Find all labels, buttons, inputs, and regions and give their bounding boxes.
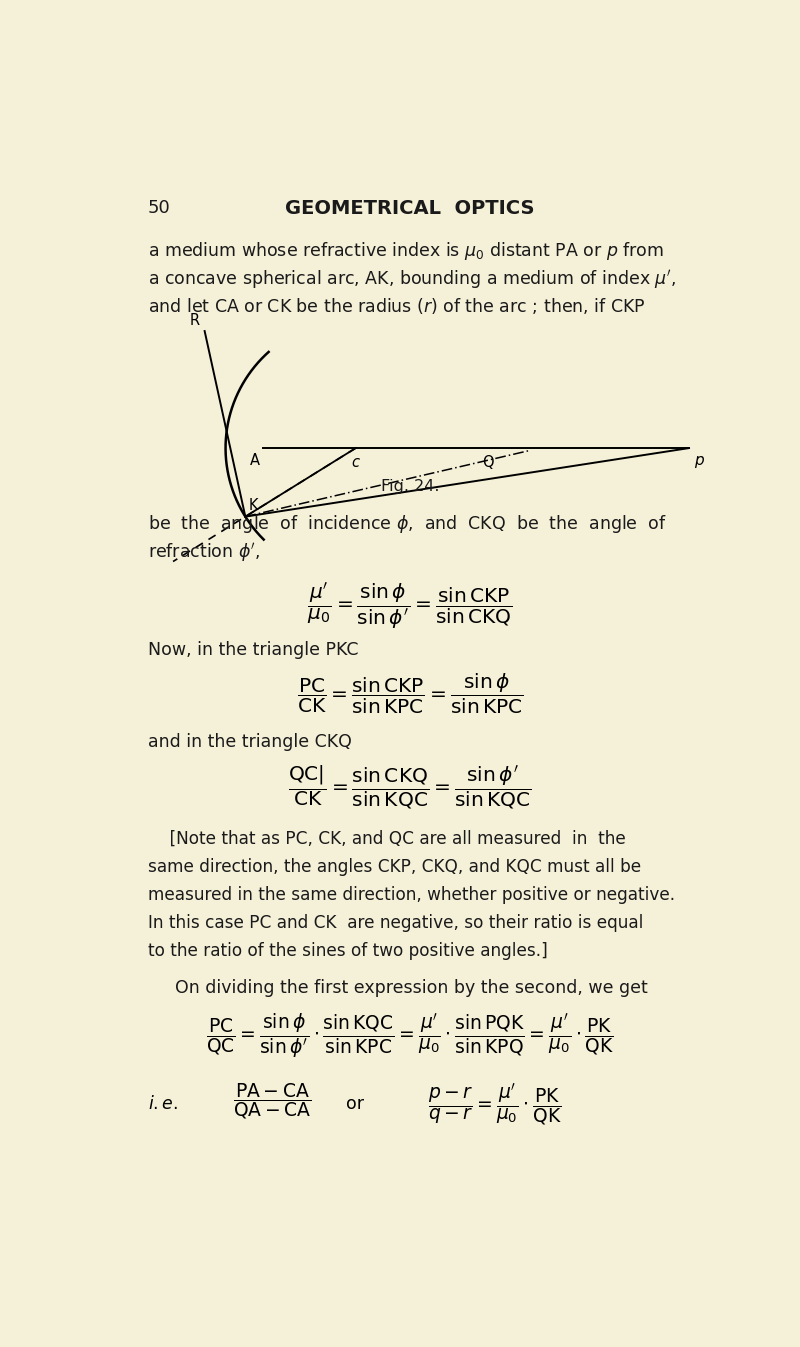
Text: and let CA or CK be the radius ($r$) of the arc ; then, if CKP: and let CA or CK be the radius ($r$) of …	[148, 296, 646, 317]
Text: 50: 50	[148, 198, 171, 217]
Text: or: or	[346, 1095, 365, 1113]
Text: be  the  angle  of  incidence $\phi$,  and  CKQ  be  the  angle  of: be the angle of incidence $\phi$, and CK…	[148, 513, 666, 535]
Text: [Note that as PC, CK, and QC are all measured  in  the: [Note that as PC, CK, and QC are all mea…	[148, 830, 626, 849]
Text: refraction $\phi'$,: refraction $\phi'$,	[148, 541, 261, 564]
Text: $\dfrac{\mathrm{PC}}{\mathrm{CK}} = \dfrac{\sin \mathrm{CKP}}{\sin \mathrm{KPC}}: $\dfrac{\mathrm{PC}}{\mathrm{CK}} = \dfr…	[297, 671, 523, 715]
Text: $\dfrac{\mu'}{\mu_0} = \dfrac{\sin \phi}{\sin \phi'} = \dfrac{\sin \mathrm{CKP}}: $\dfrac{\mu'}{\mu_0} = \dfrac{\sin \phi}…	[307, 581, 513, 630]
Text: $\dfrac{\mathrm{PA} - \mathrm{CA}}{\mathrm{QA} - \mathrm{CA}}$: $\dfrac{\mathrm{PA} - \mathrm{CA}}{\math…	[233, 1082, 311, 1121]
Text: Now, in the triangle PKC: Now, in the triangle PKC	[148, 641, 358, 659]
Text: R: R	[190, 313, 200, 327]
Text: same direction, the angles CKP, CKQ, and KQC must all be: same direction, the angles CKP, CKQ, and…	[148, 858, 641, 876]
Text: $i.e.$: $i.e.$	[148, 1095, 178, 1113]
Text: a concave spherical arc, AK, bounding a medium of index $\mu'$,: a concave spherical arc, AK, bounding a …	[148, 268, 677, 291]
Text: Q: Q	[482, 455, 494, 470]
Text: p: p	[694, 453, 703, 467]
Text: K: K	[249, 498, 258, 513]
Text: a medium whose refractive index is $\mu_0$ distant PA or $p$ from: a medium whose refractive index is $\mu_…	[148, 240, 664, 263]
Text: On dividing the first expression by the second, we get: On dividing the first expression by the …	[175, 979, 648, 997]
Text: In this case PC and CK  are negative, so their ratio is equal: In this case PC and CK are negative, so …	[148, 915, 643, 932]
Text: $\dfrac{p - r}{q - r} = \dfrac{\mu'}{\mu_0} \cdot \dfrac{\mathrm{PK}}{\mathrm{QK: $\dfrac{p - r}{q - r} = \dfrac{\mu'}{\mu…	[428, 1082, 562, 1127]
Text: to the ratio of the sines of two positive angles.]: to the ratio of the sines of two positiv…	[148, 943, 548, 960]
Text: $\dfrac{\mathrm{QC|}}{\mathrm{CK}} = \dfrac{\sin \mathrm{CKQ}}{\sin \mathrm{KQC}: $\dfrac{\mathrm{QC|}}{\mathrm{CK}} = \df…	[288, 764, 532, 811]
Text: GEOMETRICAL  OPTICS: GEOMETRICAL OPTICS	[286, 198, 534, 218]
Text: measured in the same direction, whether positive or negative.: measured in the same direction, whether …	[148, 886, 675, 904]
Text: $\dfrac{\mathrm{PC}}{\mathrm{QC}} = \dfrac{\sin \phi}{\sin \phi'} \cdot \dfrac{\: $\dfrac{\mathrm{PC}}{\mathrm{QC}} = \dfr…	[206, 1012, 614, 1061]
Text: c: c	[352, 455, 360, 470]
Text: Fig. 24.: Fig. 24.	[381, 480, 439, 494]
Text: A: A	[250, 454, 260, 469]
Text: and in the triangle CKQ: and in the triangle CKQ	[148, 733, 352, 752]
